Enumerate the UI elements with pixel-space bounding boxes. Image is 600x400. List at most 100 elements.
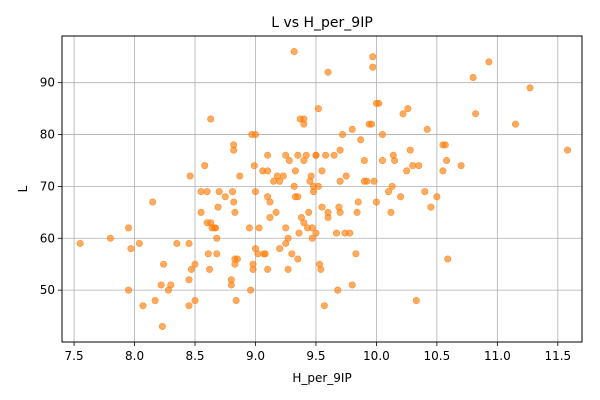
data-point bbox=[310, 188, 318, 196]
data-point bbox=[427, 203, 435, 211]
data-point bbox=[357, 136, 365, 144]
y-tick-label: 80 bbox=[40, 128, 55, 142]
data-point bbox=[233, 255, 241, 263]
data-point bbox=[229, 188, 237, 196]
data-point bbox=[368, 120, 376, 128]
data-point bbox=[378, 156, 386, 164]
data-point bbox=[221, 193, 229, 201]
data-point bbox=[127, 245, 135, 253]
y-axis-label: L bbox=[16, 185, 30, 192]
data-point bbox=[282, 151, 290, 159]
data-point bbox=[469, 73, 477, 81]
data-point bbox=[307, 172, 315, 180]
data-point bbox=[236, 172, 244, 180]
data-point bbox=[314, 105, 322, 113]
data-point bbox=[279, 172, 287, 180]
data-point bbox=[302, 151, 310, 159]
data-point bbox=[276, 177, 284, 185]
data-point bbox=[348, 125, 356, 133]
data-point bbox=[324, 68, 332, 76]
x-tick-label: 7.5 bbox=[65, 349, 84, 363]
data-point bbox=[191, 260, 199, 268]
y-tick-label: 90 bbox=[40, 76, 55, 90]
data-point bbox=[264, 265, 272, 273]
data-point bbox=[201, 162, 209, 170]
data-point bbox=[370, 177, 378, 185]
data-point bbox=[457, 162, 465, 170]
data-point bbox=[232, 297, 240, 305]
data-point bbox=[288, 250, 296, 258]
data-point bbox=[485, 58, 493, 66]
data-point bbox=[203, 188, 211, 196]
data-point bbox=[249, 265, 257, 273]
data-point bbox=[334, 286, 342, 294]
data-point bbox=[378, 131, 386, 139]
data-point bbox=[348, 281, 356, 289]
data-point bbox=[336, 208, 344, 216]
data-point bbox=[312, 229, 320, 237]
data-point bbox=[290, 48, 298, 56]
data-point bbox=[206, 265, 214, 273]
data-point bbox=[185, 302, 193, 310]
data-point bbox=[212, 224, 220, 232]
data-point bbox=[272, 208, 280, 216]
data-point bbox=[388, 182, 396, 190]
data-point bbox=[412, 297, 420, 305]
data-point bbox=[282, 224, 290, 232]
data-point bbox=[231, 208, 239, 216]
data-point bbox=[391, 156, 399, 164]
data-point bbox=[354, 198, 362, 206]
data-point bbox=[215, 188, 223, 196]
data-point bbox=[255, 224, 263, 232]
data-point bbox=[375, 99, 383, 107]
data-point bbox=[294, 151, 302, 159]
data-point bbox=[336, 146, 344, 154]
data-point bbox=[511, 120, 519, 128]
data-point bbox=[197, 208, 205, 216]
data-point bbox=[406, 146, 414, 154]
data-point bbox=[308, 234, 316, 242]
data-point bbox=[264, 167, 272, 175]
data-point bbox=[404, 105, 412, 113]
data-point bbox=[207, 115, 215, 123]
data-point bbox=[294, 193, 302, 201]
y-tick-label: 70 bbox=[40, 179, 55, 193]
plot-frame bbox=[61, 35, 583, 343]
data-point bbox=[295, 229, 303, 237]
data-point bbox=[245, 224, 253, 232]
data-point bbox=[227, 281, 235, 289]
data-point bbox=[254, 250, 262, 258]
data-point bbox=[284, 234, 292, 242]
data-point bbox=[149, 198, 157, 206]
data-point bbox=[285, 156, 293, 164]
data-point bbox=[187, 265, 195, 273]
data-point bbox=[308, 224, 316, 232]
data-point bbox=[76, 239, 84, 247]
data-point bbox=[324, 208, 332, 216]
x-tick-label: 9.0 bbox=[246, 349, 265, 363]
data-point bbox=[158, 322, 166, 330]
data-point bbox=[157, 281, 165, 289]
chart-title: L vs H_per_9IP bbox=[271, 15, 373, 31]
data-point bbox=[106, 234, 114, 242]
data-point bbox=[294, 255, 302, 263]
data-point bbox=[185, 239, 193, 247]
data-point bbox=[360, 156, 368, 164]
data-point bbox=[266, 198, 274, 206]
data-point bbox=[441, 141, 449, 149]
data-point bbox=[433, 193, 441, 201]
data-point bbox=[191, 297, 199, 305]
data-point bbox=[385, 188, 393, 196]
axis-ticks: 7.5 8.0 8.5 9.0 9.5 10.0 10.5 11.0 11.5 50 60 70 80 9… bbox=[40, 76, 571, 363]
data-point bbox=[415, 162, 423, 170]
data-point bbox=[291, 167, 299, 175]
data-point bbox=[333, 229, 341, 237]
data-point bbox=[439, 167, 447, 175]
data-point bbox=[563, 146, 571, 154]
data-point bbox=[185, 276, 193, 284]
data-point bbox=[339, 131, 347, 139]
data-point bbox=[214, 203, 222, 211]
data-point bbox=[213, 234, 221, 242]
data-point bbox=[264, 151, 272, 159]
data-point bbox=[314, 182, 322, 190]
